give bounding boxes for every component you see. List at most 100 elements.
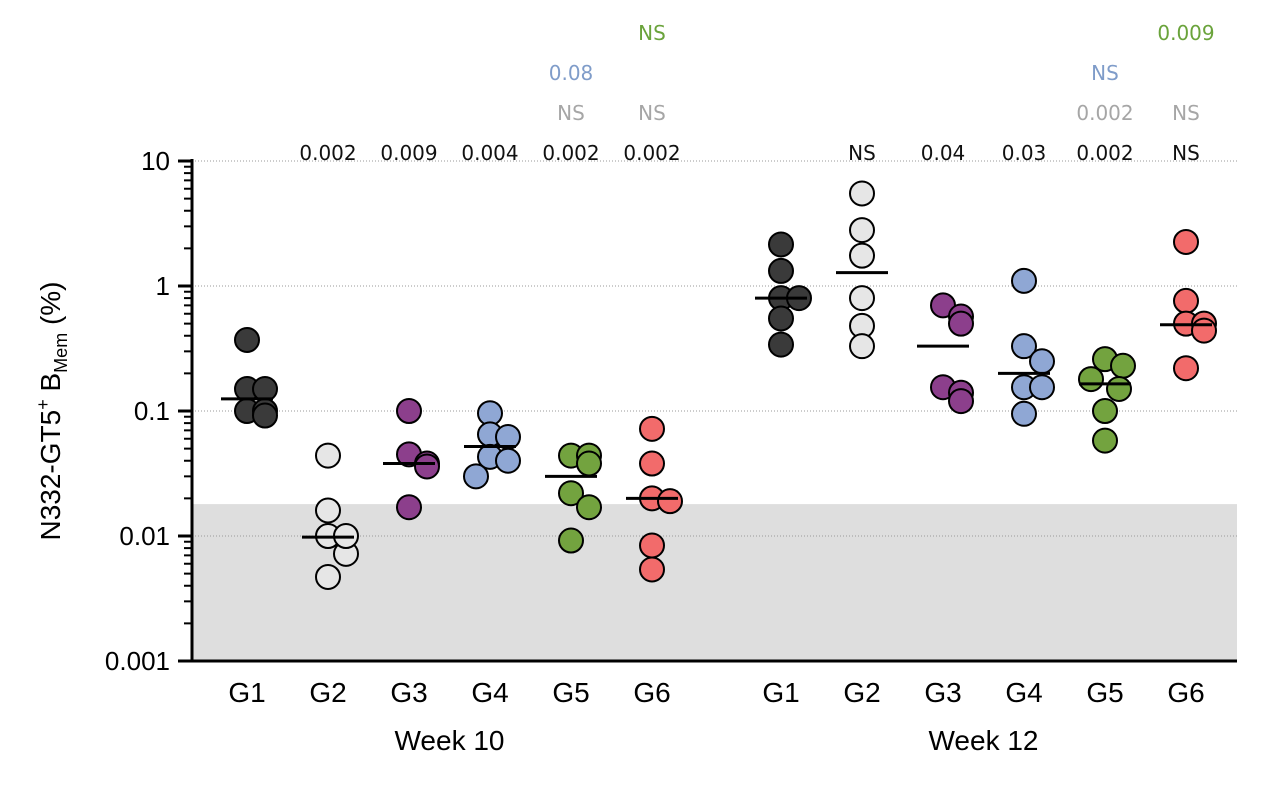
category-label: G1	[228, 677, 265, 708]
data-point-week-10-g5	[558, 480, 584, 507]
data-point-week-10-g4	[463, 463, 489, 490]
data-point-week-10-g5	[576, 450, 602, 477]
data-point-week-12-g3	[948, 310, 974, 337]
data-point-week-10-g6	[639, 415, 665, 442]
data-point-week-12-g6	[1173, 355, 1199, 382]
p-value-label: 0.002	[542, 141, 599, 165]
y-tick-labels: 10 1 0.1 0.01 0.001	[105, 146, 170, 676]
data-point-week-10-g6	[639, 532, 665, 559]
data-point-week-12-g2	[849, 180, 875, 207]
data-point-week-12-g5	[1078, 366, 1104, 393]
data-point-week-12-g2	[849, 217, 875, 244]
week-labels: Week 10 Week 12	[395, 725, 1039, 756]
p-value-label: NS	[638, 21, 666, 45]
p-value-label: 0.009	[1157, 21, 1214, 45]
p-value-label: 0.002	[1076, 141, 1133, 165]
data-point-week-10-g6	[657, 488, 683, 515]
y-axis-label-b: B	[35, 373, 66, 399]
p-value-label: NS	[848, 141, 876, 165]
data-point-week-12-g4	[1011, 267, 1037, 294]
median-lines-overlay	[221, 271, 1212, 539]
category-label: G4	[471, 677, 508, 708]
data-point-week-12-g1	[768, 257, 794, 284]
p-value-label: 0.002	[299, 141, 356, 165]
p-value-annotations: NS 0.08 NS NS 0.002 0.009 0.004 0.002 0.002 0.009…	[299, 21, 1214, 165]
y-axis-label: N332-GT5+ BMem (%)	[33, 281, 71, 540]
data-point-week-10-g5	[558, 527, 584, 554]
p-value-label: NS	[557, 101, 585, 125]
data-point-week-12-g5	[1106, 375, 1132, 402]
category-label: G2	[309, 677, 346, 708]
data-point-week-12-g6	[1173, 228, 1199, 255]
p-value-label: 0.03	[1002, 141, 1047, 165]
category-label: G4	[1005, 677, 1042, 708]
category-label: G5	[552, 677, 589, 708]
p-value-label: 0.009	[380, 141, 437, 165]
data-point-week-10-g2	[315, 442, 341, 469]
data-point-week-12-g6	[1191, 317, 1217, 344]
p-value-label: NS	[1172, 101, 1200, 125]
p-value-label: NS	[1172, 141, 1200, 165]
p-value-label: NS	[1091, 61, 1119, 85]
week-label: Week 10	[395, 725, 505, 756]
y-axis-label-main: N332-GT5	[35, 410, 66, 541]
y-tick-label: 1	[156, 271, 170, 301]
p-value-label: 0.002	[1076, 101, 1133, 125]
y-axis-label-subscript: Mem	[51, 333, 71, 373]
category-label: G2	[843, 677, 880, 708]
category-label: G3	[924, 677, 961, 708]
p-value-label: 0.08	[549, 61, 594, 85]
data-point-week-10-g1	[252, 402, 278, 429]
data-point-week-12-g1	[768, 305, 794, 332]
data-point-week-12-g4	[1029, 374, 1055, 401]
category-label: G3	[390, 677, 427, 708]
y-axis-label-group: N332-GT5+ BMem (%)	[33, 281, 71, 540]
data-point-week-10-g3	[414, 453, 440, 480]
p-value-label: 0.002	[623, 141, 680, 165]
y-tick-label: 0.1	[134, 396, 170, 426]
week-label: Week 12	[929, 725, 1039, 756]
y-tick-label: 0.001	[105, 646, 170, 676]
gridlines	[192, 160, 1237, 537]
p-value-label: 0.004	[461, 141, 518, 165]
data-point-week-10-g5	[576, 494, 602, 521]
data-point-week-10-g2	[315, 497, 341, 524]
data-point-week-12-g3	[948, 388, 974, 415]
data-point-week-10-g6	[639, 450, 665, 477]
data-point-week-12-g5	[1092, 427, 1118, 454]
limit-of-detection-band	[192, 504, 1237, 661]
y-tick-label: 0.01	[119, 521, 170, 551]
p-value-label: NS	[638, 101, 666, 125]
axes	[178, 159, 1237, 663]
data-point-week-10-g6	[639, 556, 665, 583]
data-point-week-12-g6	[1173, 287, 1199, 314]
data-point-week-10-g2	[315, 563, 341, 590]
data-point-week-12-g1	[768, 331, 794, 358]
data-point-week-12-g5	[1092, 398, 1118, 424]
data-points	[234, 180, 1217, 590]
data-point-week-12-g2	[849, 242, 875, 269]
limit-of-detection-layer	[192, 504, 1237, 661]
data-point-week-12-g4	[1011, 333, 1037, 360]
data-point-week-12-g5	[1110, 352, 1136, 379]
data-point-week-12-g2	[849, 285, 875, 312]
data-point-week-10-g3	[396, 398, 422, 424]
data-point-week-10-g4	[495, 447, 521, 474]
y-tick-label: 10	[141, 146, 170, 176]
category-label: G6	[1167, 677, 1204, 708]
category-label: G5	[1086, 677, 1123, 708]
data-point-week-12-g4	[1011, 400, 1037, 427]
data-point-week-12-g2	[849, 333, 875, 360]
category-label: G1	[762, 677, 799, 708]
y-axis-label-unit: (%)	[35, 281, 66, 332]
data-point-week-10-g1	[234, 326, 260, 353]
category-label: G6	[633, 677, 670, 708]
data-point-week-12-g1	[768, 231, 794, 258]
p-value-label: 0.04	[921, 141, 966, 165]
y-axis-label-superscript: +	[33, 399, 53, 410]
data-point-week-12-g4	[1029, 348, 1055, 375]
data-point-week-10-g3	[396, 494, 422, 521]
category-labels: G1 G2 G3 G4 G5 G6 G1 G2 G3 G4 G5 G6	[228, 677, 1204, 708]
